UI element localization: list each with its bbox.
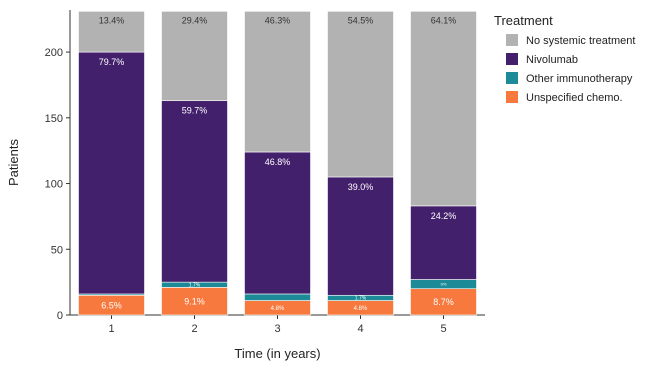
segment-label: 1.7% (355, 296, 367, 302)
bar-segment-no-systemic-treatment (410, 11, 477, 207)
x-axis-title: Time (in years) (234, 346, 320, 361)
y-axis-title: Patients (6, 139, 21, 186)
bar-segment-nivolumab (161, 100, 228, 283)
legend-label: Unspecified chemo. (526, 92, 623, 104)
y-axis-ticks: 0 50 100 150 200 (45, 47, 70, 322)
legend-swatch (506, 91, 518, 103)
bar-segment-no-systemic-treatment (327, 11, 394, 178)
legend: Treatment No systemic treatment Nivolumab… (494, 13, 635, 104)
segment-label: 4.8% (271, 306, 285, 312)
segment-label: 24.2% (431, 211, 457, 221)
y-tick-label: 0 (57, 310, 63, 322)
x-tick-label: 1 (108, 323, 114, 335)
bar-segment-nivolumab (244, 151, 311, 295)
bar-segment-nivolumab (78, 51, 145, 295)
bar-segment-no-systemic-treatment (244, 11, 311, 153)
y-tick-label: 150 (45, 113, 63, 125)
segment-label: 79.7% (99, 57, 125, 67)
legend-swatch (506, 34, 518, 46)
x-axis-ticks: 1 2 3 4 5 (108, 315, 447, 335)
bar-segment-unspecified-chemo (161, 287, 228, 316)
segment-label: 39.0% (348, 182, 374, 192)
segment-label: 59.7% (182, 106, 208, 116)
bars (78, 11, 477, 316)
legend-label: Nivolumab (526, 54, 578, 66)
segment-label: 4.8% (354, 306, 368, 312)
bar-segment-nivolumab (327, 176, 394, 296)
segment-label: 54.5% (348, 15, 374, 25)
segment-label: 46.3% (265, 15, 291, 25)
segment-label: 8.7% (433, 297, 454, 307)
x-tick-label: 2 (191, 323, 197, 335)
legend-label: No systemic treatment (526, 35, 635, 47)
segment-label: 9.1% (184, 296, 205, 306)
segment-label: 29.4% (182, 15, 208, 25)
segment-label: 6.5% (101, 300, 122, 310)
x-tick-label: 3 (274, 323, 280, 335)
bar-segment-other-immunotherapy (244, 293, 311, 301)
segment-label: 1.7% (189, 283, 201, 289)
bar-segment-no-systemic-treatment (161, 11, 228, 102)
legend-swatch (506, 53, 518, 65)
segment-label: 0% (441, 282, 447, 287)
segment-label: 13.4% (99, 15, 125, 25)
x-tick-label: 4 (357, 323, 363, 335)
bar-segment-unspecified-chemo (410, 288, 477, 316)
bar-segment-nivolumab (410, 205, 477, 280)
y-tick-label: 100 (45, 179, 63, 191)
segment-label: 64.1% (431, 15, 457, 25)
legend-label: Other immunotherapy (526, 73, 633, 85)
y-tick-label: 200 (45, 47, 63, 59)
segment-label: 46.8% (265, 157, 291, 167)
legend-title: Treatment (494, 13, 553, 28)
legend-swatch (506, 72, 518, 84)
y-tick-label: 50 (51, 244, 63, 256)
bar-segment-no-systemic-treatment (78, 11, 145, 53)
x-tick-label: 5 (440, 323, 446, 335)
segment-labels: 6.5% 9.1% 4.8% 4.8% 8.7% 1.7% 1.7% 0% 79.7% 59.7%… (99, 15, 457, 312)
